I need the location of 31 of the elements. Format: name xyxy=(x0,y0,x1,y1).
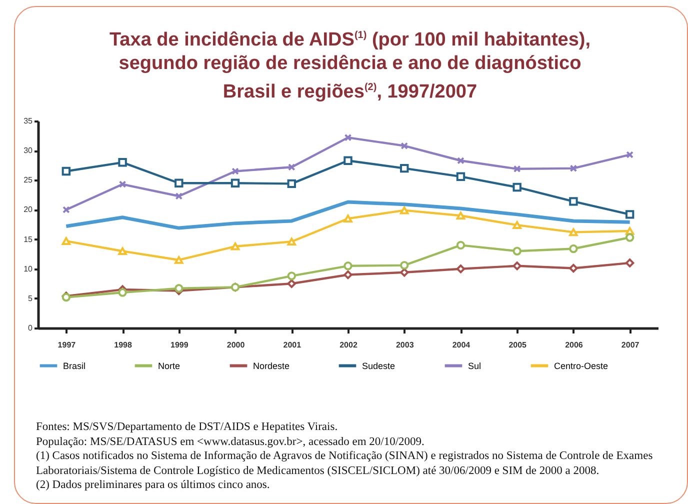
legend-label: Brasil xyxy=(63,360,86,371)
y-tick-label: 5 xyxy=(28,294,34,303)
x-tick-label: 2007 xyxy=(621,340,640,350)
y-tick-label: 10 xyxy=(24,264,34,274)
text: População: MS/SE/DATASUS em <www.datasus.gov.br>, acessado em 20/10/2009. xyxy=(36,434,426,449)
x-tick-label: 1998 xyxy=(114,340,132,350)
y-tick-label: 15 xyxy=(24,234,34,244)
y-tick-label: 20 xyxy=(24,205,34,214)
y-tick-label: 30 xyxy=(24,146,34,156)
text: (2) Dados preliminares para os últimos cinco anos. xyxy=(36,478,271,492)
x-tick-label: 2004 xyxy=(452,340,471,350)
text: Fontes: MS/SVS/Departamento de DST/AIDS e Hepatites Virais. xyxy=(36,420,339,434)
legend-label: Sudeste xyxy=(362,360,396,371)
x-tick-label: 1999 xyxy=(170,340,189,350)
x-tick-label: 2002 xyxy=(340,340,358,350)
x-tick-label: 2005 xyxy=(508,340,528,350)
x-tick-label: 2006 xyxy=(565,340,584,350)
y-tick-label: 25 xyxy=(24,176,34,185)
x-tick-label: 2000 xyxy=(226,340,246,350)
legend-label: Norte xyxy=(158,360,180,371)
legend-label: Nordeste xyxy=(253,360,290,371)
legend-label: Centro-Oeste xyxy=(554,360,608,371)
x-tick-label: 2001 xyxy=(283,340,302,350)
x-tick-label: 1997 xyxy=(58,340,76,350)
text: (1) Casos notificados no Sistema de Informação de Agravos de Notificação (SINAN) e registrados no Sistema de Controle de Exames Laboratoriais/Sistema de Controle Logístico de Medicamentos (SISCEL/SICLOM) até 30/06/2009 e SIM de 2000 a 2008. xyxy=(36,449,654,478)
legend-label: Sul xyxy=(468,360,482,371)
chart-title: Taxa de incidência de AIDS$^{(1)}$ (por 100 mil habitantes), segundo região de residência e ano de diagnóstico xyxy=(108,28,592,76)
x-tick-label: 2003 xyxy=(396,340,414,350)
y-tick-label: 35 xyxy=(24,116,34,126)
y-tick-label: 0 xyxy=(28,324,34,332)
chart-subtitle: Brasil e regiões$^{(2)}$, 1997/2007 xyxy=(222,80,478,105)
